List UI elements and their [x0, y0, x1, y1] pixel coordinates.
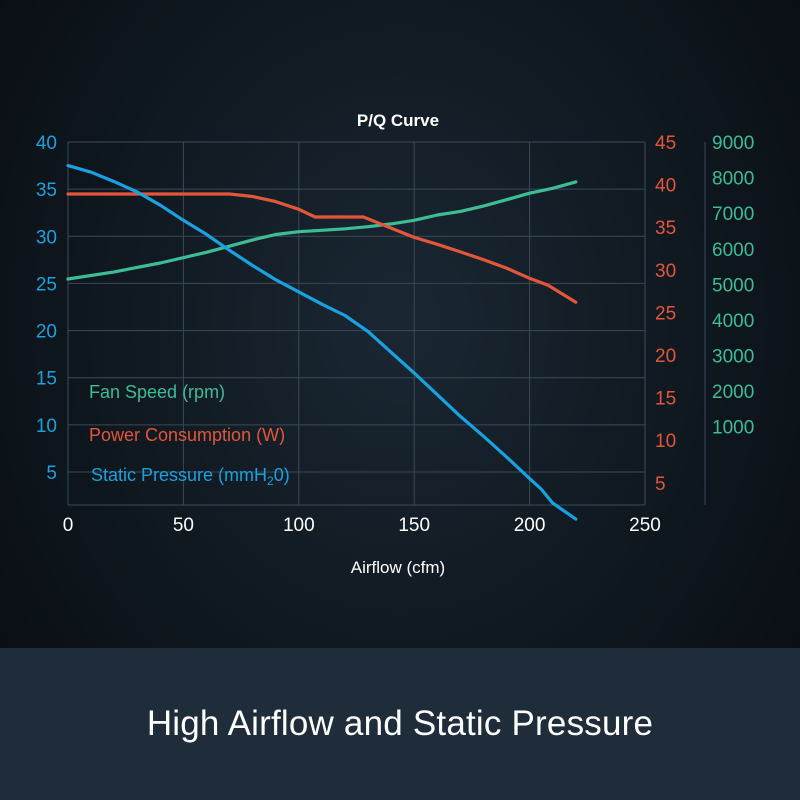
- legend-fan-speed: Fan Speed (rpm): [89, 382, 225, 402]
- left-tick-label: 40: [36, 133, 57, 154]
- right-fan-tick-label: 8000: [712, 169, 754, 190]
- legend-static-pressure-sub: 2: [267, 474, 274, 488]
- chart-series: [66, 164, 578, 521]
- right-power-tick-label: 15: [655, 389, 676, 410]
- x-tick-label: 0: [63, 515, 74, 536]
- series-line-pressure: [66, 164, 578, 521]
- chart-legend: Fan Speed (rpm) Power Consumption (W) St…: [89, 382, 290, 488]
- x-axis-label: Airflow (cfm): [351, 558, 445, 577]
- left-tick-label: 25: [36, 274, 57, 295]
- right-fan-tick-label: 6000: [712, 240, 754, 261]
- series-line-fan: [66, 180, 578, 281]
- x-tick-label: 50: [173, 515, 194, 536]
- right-fan-tick-label: 1000: [712, 418, 754, 439]
- right-power-tick-label: 40: [655, 176, 676, 197]
- right-fan-tick-label: 7000: [712, 204, 754, 225]
- right-fan-tick-label: 2000: [712, 382, 754, 403]
- footer-title: High Airflow and Static Pressure: [146, 704, 654, 743]
- right-axis-fan-speed: 1000 2000 3000 4000 5000 6000 7000 8000 9000: [704, 133, 754, 505]
- right-power-tick-label: 30: [655, 261, 676, 282]
- left-tick-label: 30: [36, 227, 57, 248]
- left-axis-pressure: 5 10 15 20 25 30 35 40: [36, 133, 57, 484]
- legend-static-pressure: Static Pressure (mmH20): [91, 465, 290, 488]
- left-tick-label: 5: [46, 463, 57, 484]
- chart-grid: [67, 141, 646, 506]
- legend-power-consumption: Power Consumption (W): [89, 425, 285, 445]
- right-fan-tick-label: 5000: [712, 275, 754, 296]
- right-power-tick-label: 35: [655, 218, 676, 239]
- right-fan-tick-label: 3000: [712, 347, 754, 368]
- right-power-tick-label: 5: [655, 474, 666, 495]
- chart-title: P/Q Curve: [357, 111, 439, 130]
- left-tick-label: 35: [36, 180, 57, 201]
- legend-static-pressure-main: Static Pressure (mmH: [91, 465, 267, 485]
- right-fan-tick-label: 9000: [712, 133, 754, 154]
- right-power-tick-label: 10: [655, 431, 676, 452]
- x-tick-label: 150: [398, 515, 430, 536]
- right-power-tick-label: 25: [655, 303, 676, 324]
- x-tick-label: 200: [514, 515, 546, 536]
- left-tick-label: 20: [36, 322, 57, 343]
- footer-banner: High Airflow and Static Pressure: [0, 648, 800, 800]
- right-power-tick-label: 45: [655, 133, 676, 154]
- series-line-power: [66, 192, 578, 304]
- left-tick-label: 15: [36, 369, 57, 390]
- right-power-tick-label: 20: [655, 346, 676, 367]
- x-tick-label: 100: [283, 515, 315, 536]
- right-axis-power: 5 10 15 20 25 30 35 40 45: [655, 133, 676, 495]
- x-axis-airflow: 0 50 100 150 200 250: [63, 515, 661, 536]
- x-tick-label: 250: [629, 515, 661, 536]
- right-fan-tick-label: 4000: [712, 311, 754, 332]
- legend-static-pressure-end: 0): [274, 465, 290, 485]
- left-tick-label: 10: [36, 416, 57, 437]
